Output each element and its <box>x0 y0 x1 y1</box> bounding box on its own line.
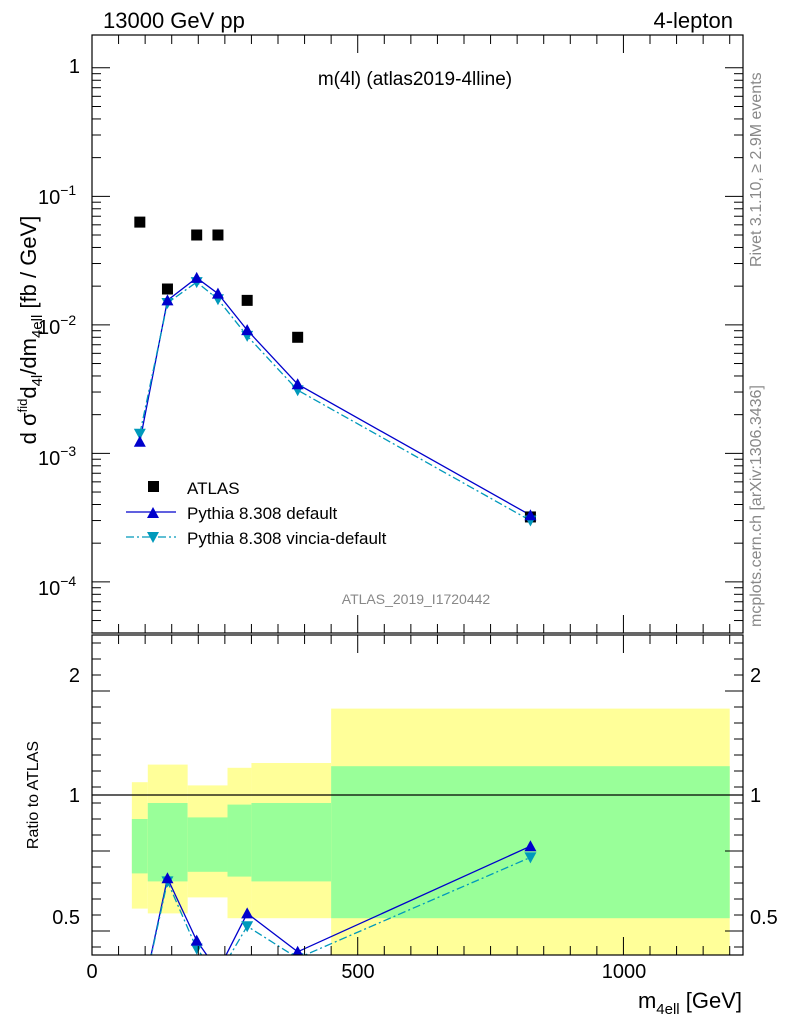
process-label: 4-lepton <box>653 8 733 33</box>
default-point-3 <box>211 287 224 299</box>
ratio-tick-label-0.5-right: 0.5 <box>750 907 778 929</box>
ratio-tick-label-0.5: 0.5 <box>52 907 80 929</box>
y-tick-label-1e-2: 10−2 <box>38 312 76 339</box>
y-tick-label-1e-3: 10−3 <box>38 443 76 470</box>
ratio-default-point-6 <box>524 840 537 852</box>
analysis-watermark: ATLAS_2019_I1720442 <box>342 591 491 607</box>
legend-label-pythia-default: Pythia 8.308 default <box>187 504 338 523</box>
ratio-default-point-5 <box>292 945 303 955</box>
legend-marker-triangle-up <box>147 507 159 518</box>
ratio-series-group <box>134 840 537 1014</box>
ratio-plot-frame <box>91 634 744 956</box>
x-axis-label: m4ell [GeV] <box>638 988 742 1018</box>
svg-text:Rivet 3.1.10, ≥ 2.9M events: Rivet 3.1.10, ≥ 2.9M events <box>748 72 765 267</box>
y-tick-label-1: 1 <box>69 56 80 78</box>
band-inner-2 <box>187 817 228 872</box>
main-plot-frame <box>91 34 744 634</box>
svg-text:mcplots.cern.ch [arXiv:1306.34: mcplots.cern.ch [arXiv:1306.3436] <box>748 385 765 627</box>
y-tick-label-1e-1: 10−1 <box>38 182 76 209</box>
main-series-group <box>133 216 537 527</box>
ratio-vincia-point-6 <box>524 852 537 864</box>
legend-label-pythia-vincia: Pythia 8.308 vincia-default <box>187 529 387 548</box>
axis-ticks <box>91 35 743 955</box>
svg-text:Ratio to ATLAS: Ratio to ATLAS <box>25 741 42 849</box>
ratio-vincia-point-2 <box>190 943 203 955</box>
mcplots-url-label: mcplots.cern.ch [arXiv:1306.3436] <box>748 385 765 627</box>
legend-entry-atlas: ATLAS <box>148 479 240 498</box>
ratio-tick-label-2: 2 <box>69 665 80 687</box>
legend-marker-square <box>148 481 159 492</box>
ratio-default-point-4 <box>241 907 254 919</box>
default-point-2 <box>190 271 203 283</box>
y-axis-tick-labels-ratio: 0.5 1 2 0.5 1 2 <box>52 665 778 929</box>
legend-entry-pythia-vincia: Pythia 8.308 vincia-default <box>126 529 387 548</box>
legend-label-atlas: ATLAS <box>187 479 240 498</box>
x-axis-tick-labels: 0 500 1000 <box>86 961 646 983</box>
band-inner-4 <box>251 803 332 882</box>
data-point-1 <box>161 283 173 295</box>
data-point-4 <box>241 294 253 306</box>
data-point-2 <box>191 229 203 241</box>
x-tick-label-1000: 1000 <box>602 961 647 983</box>
ratio-default-point-3 <box>212 965 224 976</box>
ratio-tick-label-1: 1 <box>69 785 80 807</box>
plot-title: m(4l) (atlas2019-4lline) <box>318 69 512 90</box>
x-tick-label-0: 0 <box>86 961 97 983</box>
y-tick-label-1e-4: 10−4 <box>38 573 76 600</box>
legend: ATLAS Pythia 8.308 default Pythia 8.308 … <box>126 479 387 548</box>
energy-label: 13000 GeV pp <box>103 8 245 33</box>
default-point-4 <box>241 324 254 336</box>
data-point-5 <box>292 331 304 343</box>
ratio-default-point-2 <box>190 934 203 946</box>
x-tick-label-500: 500 <box>341 961 374 983</box>
band-inner-3 <box>227 804 252 877</box>
default-point-1 <box>161 294 174 306</box>
band-inner-0 <box>131 819 148 874</box>
ratio-vincia-point-0 <box>134 1003 146 1014</box>
svg-text:d σfidd4l/dm4ell [fb / GeV]: d σfidd4l/dm4ell [fb / GeV] <box>15 216 46 445</box>
ratio-default-point-1 <box>161 872 174 884</box>
y-axis-label-ratio: Ratio to ATLAS <box>25 741 42 849</box>
band-inner-1 <box>147 803 188 882</box>
ratio-tick-label-1-right: 1 <box>750 785 761 807</box>
ratio-default-point-0 <box>134 1002 146 1013</box>
ratio-vincia-point-4 <box>241 921 254 933</box>
default-point-6 <box>524 509 537 521</box>
ratio-tick-label-2-right: 2 <box>750 665 761 687</box>
data-point-3 <box>212 229 224 241</box>
default-point-0 <box>133 435 146 447</box>
default-point-5 <box>291 378 304 390</box>
legend-entry-pythia-default: Pythia 8.308 default <box>126 504 338 523</box>
ratio-vincia-point-3 <box>212 971 224 982</box>
y-axis-label-main: d σfidd4l/dm4ell [fb / GeV] <box>15 216 46 445</box>
ratio-uncertainty-bands <box>131 708 730 955</box>
vincia-point-0 <box>133 428 146 440</box>
rivet-version-label: Rivet 3.1.10, ≥ 2.9M events <box>748 72 765 267</box>
legend-marker-triangle-down <box>147 532 159 543</box>
data-point-0 <box>134 216 146 228</box>
